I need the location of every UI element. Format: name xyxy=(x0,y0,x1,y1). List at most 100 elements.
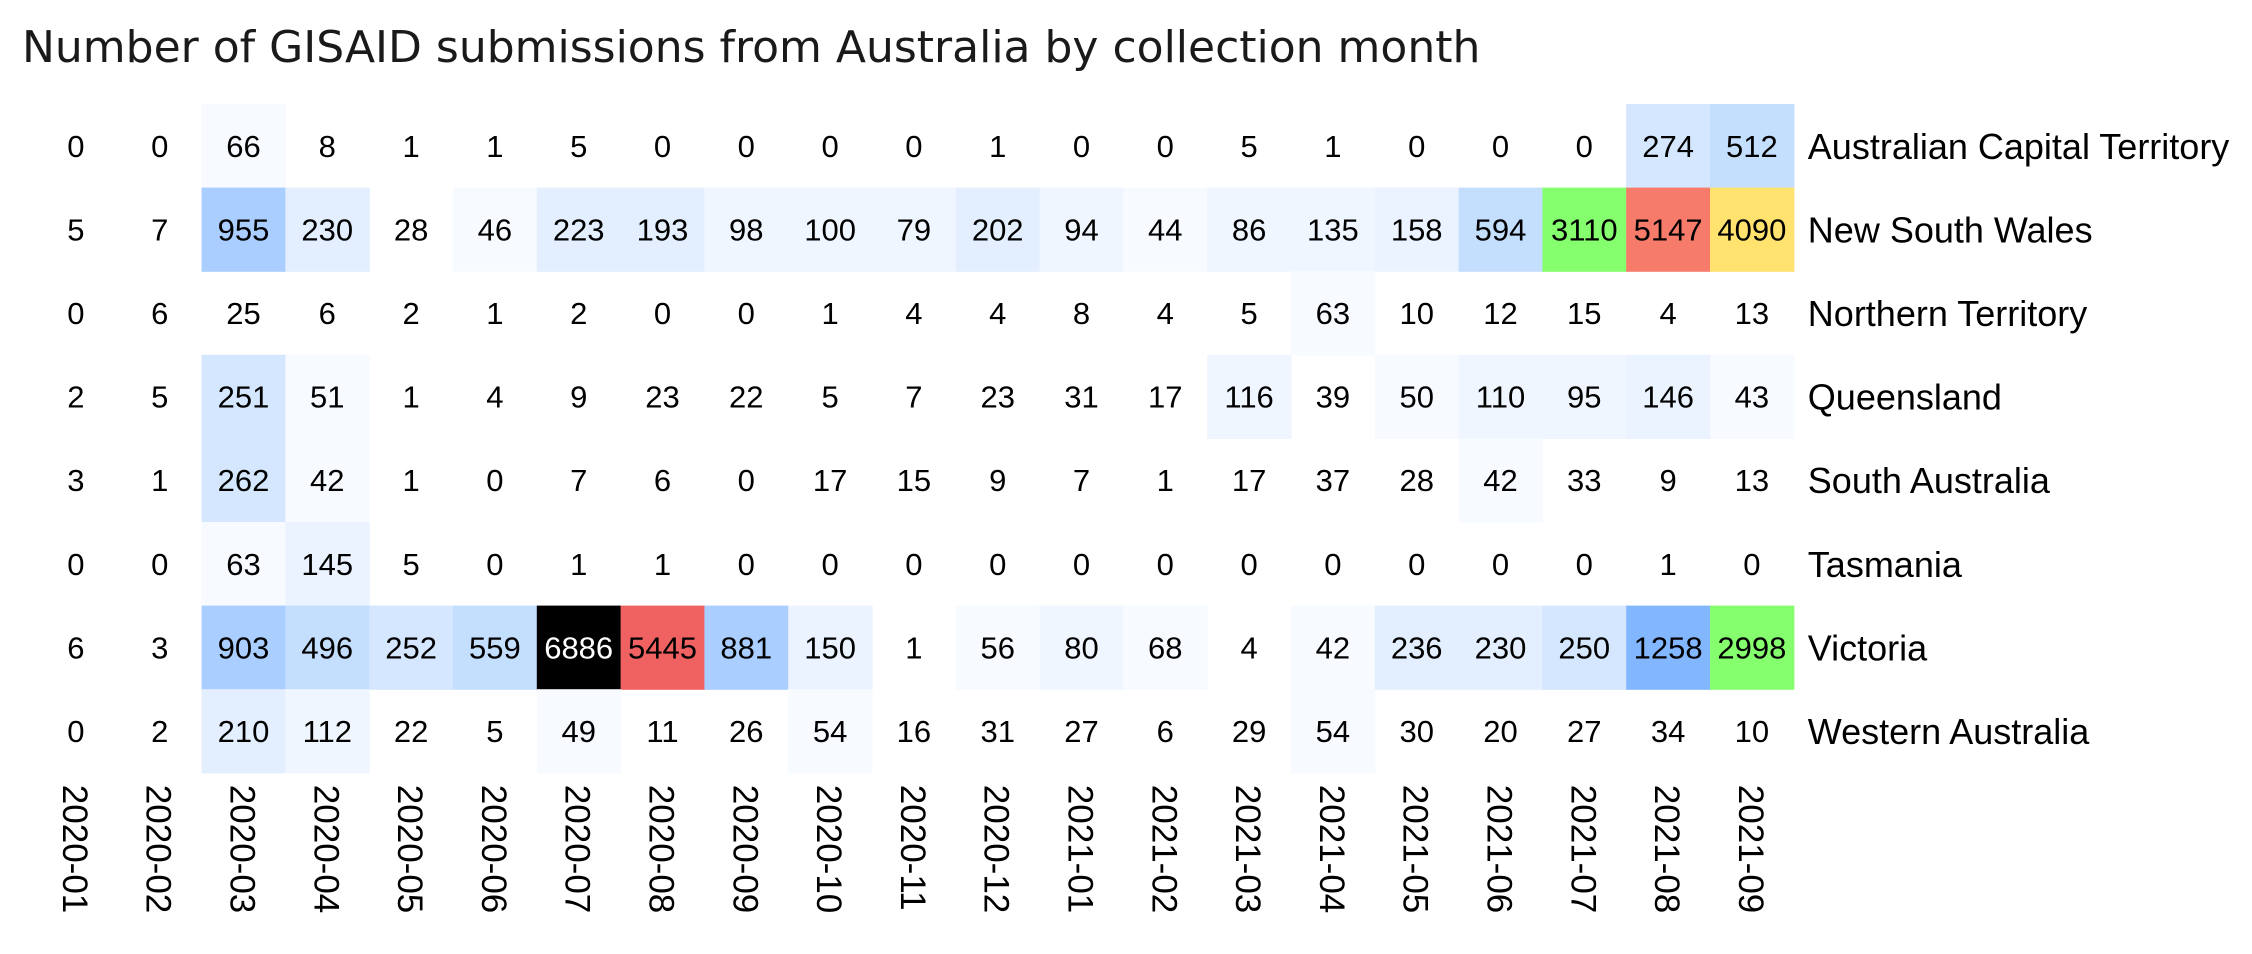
cell-value: 0 xyxy=(821,129,838,164)
row-labels: Australian Capital Territory New South Wa… xyxy=(1808,126,2230,752)
heatmap-cell xyxy=(788,187,873,272)
cell-value: 2 xyxy=(570,296,587,331)
cell-value: 0 xyxy=(151,547,168,582)
heatmap-cell xyxy=(285,689,370,774)
cell-value: 9 xyxy=(1659,463,1676,498)
heatmap-cell xyxy=(1207,187,1292,272)
column-label: 2020-04 xyxy=(306,785,345,913)
cell-value: 135 xyxy=(1307,212,1359,247)
heatmap-cell xyxy=(1039,187,1124,272)
heatmap-cell xyxy=(285,187,370,272)
cell-value: 0 xyxy=(486,463,503,498)
cell-value: 5 xyxy=(486,714,503,749)
cell-value: 1 xyxy=(402,129,419,164)
cell-value: 42 xyxy=(1483,463,1517,498)
heatmap-cell xyxy=(201,104,286,189)
cell-value: 28 xyxy=(394,212,428,247)
cell-value: 112 xyxy=(303,714,352,749)
heatmap-cell xyxy=(1374,605,1460,690)
cell-value: 236 xyxy=(1391,630,1443,665)
column-labels: 2020-01 2020-02 2020-03 2020-04 2020-05 2020-… xyxy=(55,785,1770,913)
heatmap-cell xyxy=(369,605,454,690)
heatmap-cell xyxy=(1542,605,1627,690)
cell-value: 0 xyxy=(1157,129,1174,164)
cell-value: 13 xyxy=(1735,463,1769,498)
cell-value: 8 xyxy=(319,129,336,164)
cell-value: 0 xyxy=(1492,547,1509,582)
heatmap-cell xyxy=(1291,187,1376,272)
cell-value: 17 xyxy=(1232,463,1266,498)
cell-value: 559 xyxy=(469,630,521,665)
heatmap-cell xyxy=(704,187,789,272)
cell-value: 251 xyxy=(218,380,270,415)
cell-value: 250 xyxy=(1558,630,1610,665)
cell-value: 5 xyxy=(151,380,168,415)
heatmap-cell xyxy=(201,689,286,774)
cell-value: 4 xyxy=(1659,296,1676,331)
heatmap-cell xyxy=(201,187,286,272)
cell-value: 0 xyxy=(905,547,922,582)
cell-value: 4 xyxy=(1157,296,1174,331)
heatmap-cell xyxy=(1626,605,1711,690)
cell-value: 0 xyxy=(151,129,168,164)
column-label: 2021-07 xyxy=(1563,785,1602,913)
cell-value: 34 xyxy=(1651,714,1685,749)
cell-value: 7 xyxy=(1073,463,1090,498)
column-label: 2020-07 xyxy=(558,785,597,913)
cell-value: 1 xyxy=(570,547,587,582)
cell-value: 274 xyxy=(1642,129,1694,164)
cell-value: 28 xyxy=(1399,463,1433,498)
cell-value: 16 xyxy=(897,714,931,749)
cell-value: 4 xyxy=(905,296,922,331)
cell-value: 8 xyxy=(1073,296,1090,331)
cell-value: 252 xyxy=(385,630,437,665)
cell-value: 150 xyxy=(804,630,856,665)
cell-value: 4090 xyxy=(1717,212,1786,247)
heatmap-cell xyxy=(1710,104,1795,189)
cell-value: 1 xyxy=(402,463,419,498)
heatmap-cell xyxy=(453,187,538,272)
cell-value: 7 xyxy=(570,463,587,498)
cell-value: 54 xyxy=(813,714,847,749)
cell-value: 27 xyxy=(1567,714,1601,749)
cell-value: 15 xyxy=(897,463,931,498)
cell-value: 1 xyxy=(989,129,1006,164)
column-label: 2020-01 xyxy=(55,785,94,913)
heatmap-cell xyxy=(1291,689,1376,774)
cell-value: 0 xyxy=(1073,547,1090,582)
cell-value: 0 xyxy=(1408,547,1425,582)
cell-value: 0 xyxy=(1073,129,1090,164)
cell-value: 50 xyxy=(1399,380,1433,415)
cell-value: 1 xyxy=(151,463,168,498)
heatmap-cell xyxy=(1458,354,1543,439)
cell-value: 4 xyxy=(486,380,503,415)
column-label: 2021-04 xyxy=(1312,785,1351,913)
row-label: Tasmania xyxy=(1808,544,1963,585)
cell-value: 594 xyxy=(1475,212,1527,247)
heatmap-cell xyxy=(285,522,370,607)
cell-value: 86 xyxy=(1232,212,1266,247)
cell-value: 0 xyxy=(654,296,671,331)
heatmap-cell xyxy=(1542,187,1627,272)
cell-value: 63 xyxy=(226,547,260,582)
heatmap-cell xyxy=(620,187,705,272)
heatmap-cell xyxy=(201,605,286,690)
row-label: Western Australia xyxy=(1808,711,2090,752)
heatmap-cell xyxy=(1542,354,1627,439)
cell-value: 33 xyxy=(1567,463,1601,498)
cell-value: 193 xyxy=(637,212,689,247)
cell-value: 0 xyxy=(67,714,84,749)
cell-value: 66 xyxy=(226,129,260,164)
cell-value: 0 xyxy=(989,547,1006,582)
column-label: 2020-12 xyxy=(977,785,1016,913)
cell-value: 5 xyxy=(821,380,838,415)
cell-value: 98 xyxy=(729,212,763,247)
heatmap-cell xyxy=(1626,354,1711,439)
column-label: 2020-06 xyxy=(474,785,513,913)
cell-value: 1258 xyxy=(1634,630,1703,665)
cell-value: 5 xyxy=(67,212,84,247)
cell-value: 110 xyxy=(1476,380,1525,415)
cell-value: 43 xyxy=(1735,380,1769,415)
row-label: New South Wales xyxy=(1808,209,2093,250)
cell-value: 15 xyxy=(1567,296,1601,331)
